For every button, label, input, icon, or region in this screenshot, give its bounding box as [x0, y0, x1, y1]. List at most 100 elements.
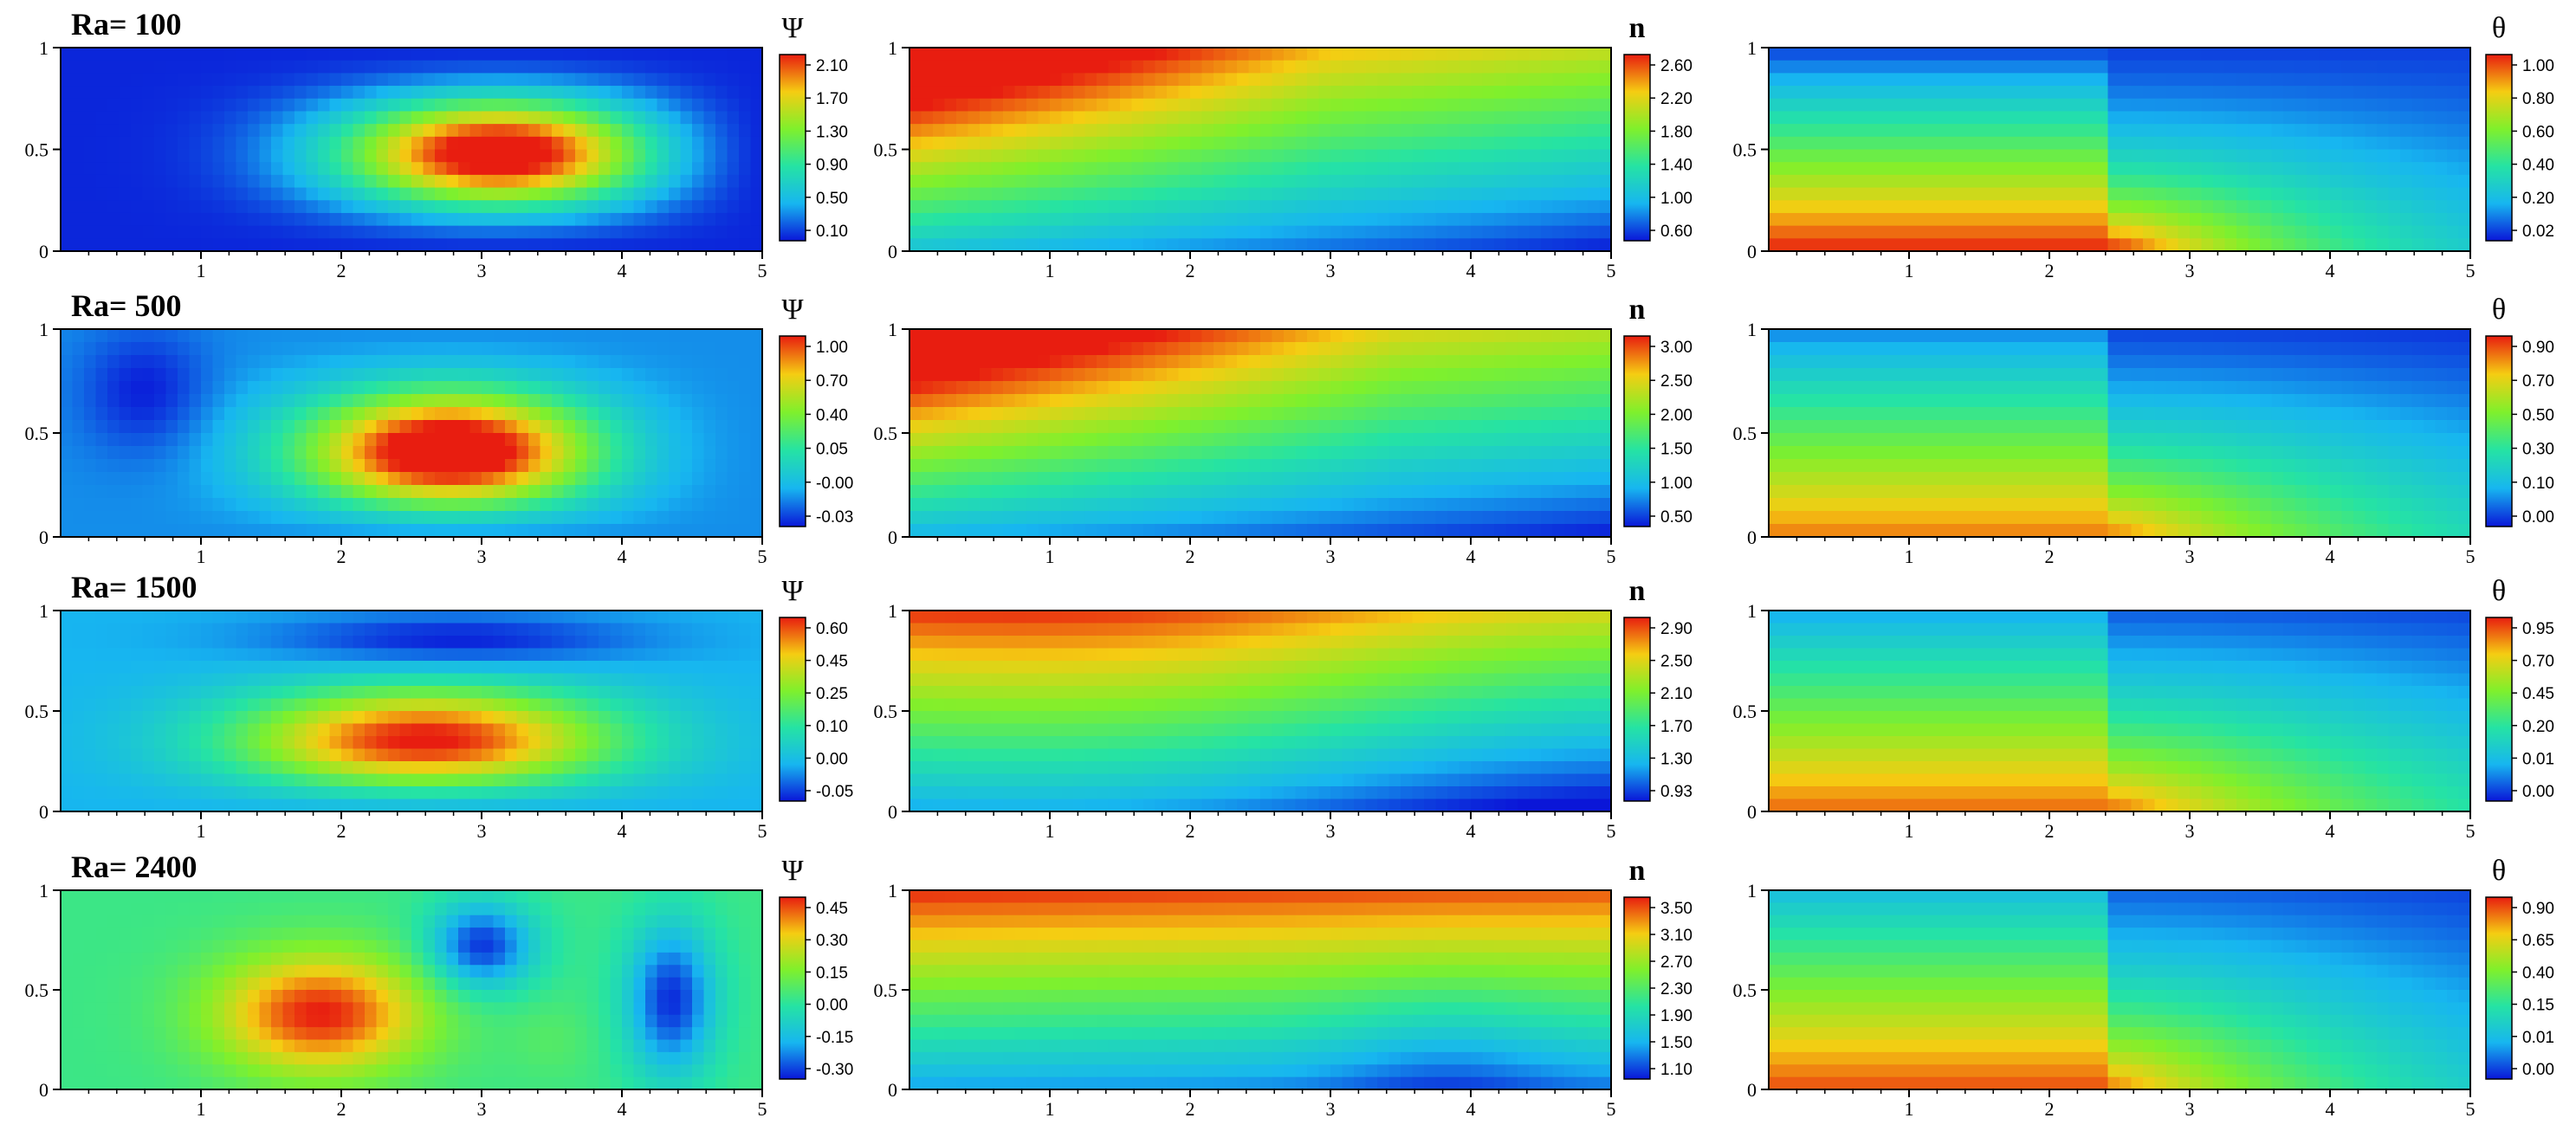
- heat-cell: [1401, 73, 1414, 87]
- heat-cell: [1552, 124, 1565, 138]
- heat-cell: [1155, 111, 1168, 125]
- heat-cell: [680, 86, 693, 100]
- heat-cell: [1097, 124, 1110, 138]
- heat-cell: [921, 136, 934, 151]
- heat-cell: [2037, 48, 2050, 61]
- heat-cell: [259, 136, 272, 151]
- heat-cell: [1412, 174, 1425, 189]
- heat-cell: [165, 73, 178, 87]
- heat-cell: [1979, 86, 1992, 100]
- heat-cell: [1026, 200, 1039, 214]
- heat-cell: [2330, 73, 2343, 87]
- heat-cell: [119, 459, 132, 473]
- heat-cell: [1862, 225, 1875, 239]
- heat-cell: [2458, 187, 2471, 201]
- heat-cell: [1979, 98, 1992, 113]
- heat-cell: [2003, 212, 2016, 227]
- heat-cell: [1388, 162, 1401, 176]
- heat-cell: [1097, 446, 1110, 460]
- heat-cell: [739, 98, 752, 113]
- heat-cell: [142, 187, 155, 201]
- heat-cell: [2061, 124, 2074, 138]
- heat-cell: [435, 511, 448, 525]
- heat-cell: [224, 162, 237, 176]
- heat-cell: [703, 394, 716, 408]
- heat-cell: [739, 524, 752, 538]
- heat-cell: [306, 381, 319, 395]
- heat-cell: [1377, 329, 1390, 343]
- heat-cell: [1412, 149, 1425, 163]
- heat-cell: [1178, 136, 1191, 151]
- heat-cell: [259, 459, 272, 473]
- heat-cell: [540, 48, 553, 61]
- heat-cell: [458, 433, 471, 447]
- heat-cell: [2248, 48, 2261, 61]
- heat-cell: [2154, 86, 2167, 100]
- heat-cell: [1388, 381, 1401, 395]
- heat-cell: [750, 73, 763, 87]
- heat-cell: [201, 212, 214, 227]
- heat-cell: [1576, 485, 1589, 499]
- heat-cell: [1588, 459, 1601, 473]
- heat-cell: [1494, 212, 1507, 227]
- heat-cell: [2026, 187, 2039, 201]
- heat-cell: [1003, 162, 1016, 176]
- heat-cell: [1178, 524, 1191, 538]
- heat-cell: [446, 420, 459, 434]
- heat-cell: [1932, 98, 1945, 113]
- heat-cell: [2178, 124, 2191, 138]
- heat-cell: [1131, 111, 1144, 125]
- heat-cell: [599, 187, 612, 201]
- heat-cell: [189, 342, 202, 356]
- heat-cell: [189, 73, 202, 87]
- heat-cell: [1330, 329, 1343, 343]
- heat-cell: [586, 149, 599, 163]
- heat-cell: [645, 200, 658, 214]
- heat-cell: [944, 124, 957, 138]
- heat-cell: [1084, 342, 1097, 356]
- heat-cell: [1272, 162, 1285, 176]
- heat-cell: [1120, 381, 1133, 395]
- heat-cell: [2003, 48, 2016, 61]
- heat-cell: [610, 212, 623, 227]
- heat-cell: [1307, 420, 1320, 434]
- heat-cell: [1401, 174, 1414, 189]
- heat-cell: [2073, 98, 2086, 113]
- heat-cell: [1084, 524, 1097, 538]
- heat-cell: [657, 485, 670, 499]
- heat-cell: [2447, 136, 2460, 151]
- heat-cell: [1038, 212, 1051, 227]
- heat-cell: [1330, 149, 1343, 163]
- heat-cell: [1815, 60, 1828, 74]
- heat-cell: [411, 368, 424, 382]
- heat-cell: [1424, 60, 1437, 74]
- heat-cell: [575, 368, 588, 382]
- heat-cell: [72, 212, 85, 227]
- heat-cell: [1435, 187, 1448, 201]
- heat-cell: [516, 98, 529, 113]
- heat-cell: [1214, 238, 1227, 252]
- heat-cell: [1272, 187, 1285, 201]
- heat-cell: [1248, 212, 1261, 227]
- heat-cell: [552, 394, 565, 408]
- heat-cell: [1014, 459, 1027, 473]
- heat-cell: [1014, 111, 1027, 125]
- heat-cell: [1272, 446, 1285, 460]
- heat-cell: [1482, 329, 1495, 343]
- heat-cell: [1237, 238, 1250, 252]
- heat-cell: [703, 511, 716, 525]
- heat-cell: [1260, 472, 1273, 486]
- heat-cell: [1564, 368, 1577, 382]
- heat-cell: [657, 355, 670, 369]
- heat-cell: [376, 342, 389, 356]
- heat-cell: [1529, 48, 1542, 61]
- heat-cell: [493, 355, 506, 369]
- heat-cell: [956, 433, 969, 447]
- heat-cell: [1886, 225, 1899, 239]
- heat-cell: [154, 472, 167, 486]
- heat-cell: [1874, 73, 1887, 87]
- heat-cell: [622, 394, 635, 408]
- heat-cell: [956, 86, 969, 100]
- heat-cell: [2458, 111, 2471, 125]
- heat-cell: [516, 60, 529, 74]
